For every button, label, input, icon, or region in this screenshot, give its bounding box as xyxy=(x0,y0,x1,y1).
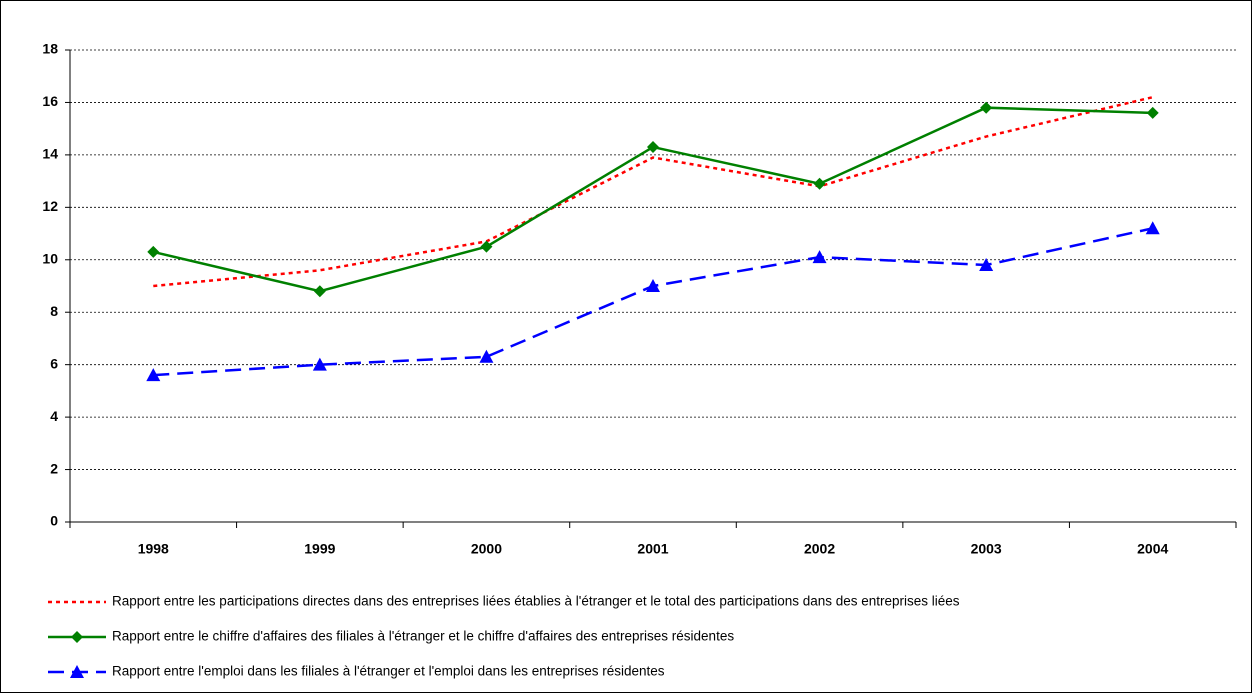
legend-label: Rapport entre les participations directe… xyxy=(112,594,960,609)
y-tick-label: 0 xyxy=(50,513,58,529)
data-point xyxy=(313,285,326,298)
data-point xyxy=(146,368,161,382)
y-tick-label: 14 xyxy=(42,146,58,162)
data-point xyxy=(646,279,660,292)
legend-label: Rapport entre le chiffre d'affaires des … xyxy=(112,629,734,644)
y-tick-label: 10 xyxy=(42,250,58,266)
data-point xyxy=(979,258,994,272)
y-tick-label: 8 xyxy=(50,303,58,319)
data-point xyxy=(480,240,493,253)
data-point xyxy=(1146,106,1159,119)
data-point xyxy=(312,357,327,371)
data-point xyxy=(813,177,826,190)
y-tick-label: 18 xyxy=(42,41,58,57)
x-tick-label: 1998 xyxy=(138,541,169,557)
x-tick-label: 2000 xyxy=(471,541,502,557)
data-point xyxy=(479,349,494,363)
legend-label: Rapport entre l'emploi dans les filiales… xyxy=(112,664,665,679)
legend-marker xyxy=(70,665,84,678)
legend-marker xyxy=(71,631,83,643)
x-tick-label: 2003 xyxy=(971,541,1002,557)
y-tick-label: 16 xyxy=(42,93,58,109)
x-tick-label: 2002 xyxy=(804,541,835,557)
x-tick-label: 2001 xyxy=(637,541,668,557)
series-line xyxy=(153,95,1153,288)
data-point xyxy=(147,245,160,258)
y-tick-label: 4 xyxy=(50,408,58,424)
data-point xyxy=(1145,221,1160,235)
x-tick-label: 1999 xyxy=(304,541,335,557)
y-tick-label: 2 xyxy=(50,460,58,476)
x-tick-label: 2004 xyxy=(1137,541,1168,557)
y-tick-label: 6 xyxy=(50,355,58,371)
y-tick-label: 12 xyxy=(42,198,58,214)
data-point xyxy=(647,141,659,154)
data-point xyxy=(980,101,993,114)
data-point xyxy=(812,250,827,264)
